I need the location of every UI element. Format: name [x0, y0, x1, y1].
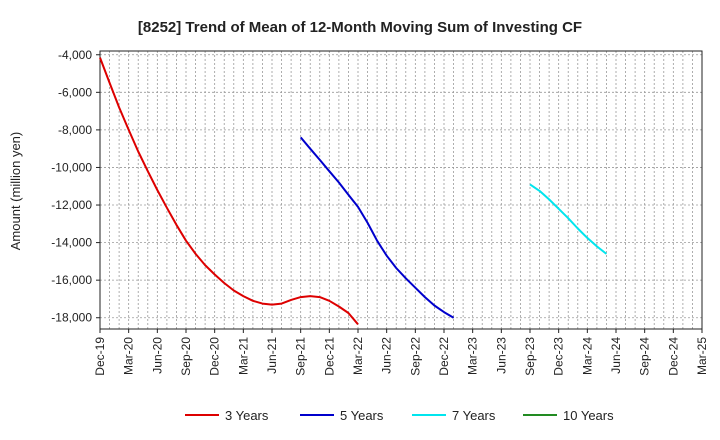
x-tick-label: Sep-21	[294, 337, 308, 376]
x-tick-label: Mar-20	[122, 337, 136, 375]
legend-label: 5 Years	[340, 408, 384, 423]
grid-lines	[99, 51, 703, 329]
legend-label: 7 Years	[452, 408, 496, 423]
series-line-3-years	[99, 57, 359, 325]
x-tick-label: Dec-24	[666, 337, 680, 376]
x-tick-label: Sep-24	[638, 337, 652, 376]
y-axis-ticks: -4,000 -6,000 -8,000 -10,000 -12,000 -14,000 -…	[51, 48, 100, 325]
series-line-7-years	[529, 183, 608, 255]
x-tick-label: Dec-19	[93, 337, 107, 376]
legend-label: 3 Years	[225, 408, 269, 423]
x-tick-label: Dec-20	[208, 337, 222, 376]
x-tick-label: Mar-24	[580, 337, 594, 375]
legend-label: 10 Years	[563, 408, 614, 423]
x-tick-label: Mar-22	[351, 337, 365, 375]
series-line-5-years	[299, 136, 455, 319]
legend: 3 Years 5 Years 7 Years 10 Years	[185, 408, 614, 423]
y-tick-label: -10,000	[51, 160, 92, 174]
x-tick-label: Dec-23	[552, 337, 566, 376]
x-tick-label: Sep-23	[523, 337, 537, 376]
x-tick-label: Mar-23	[466, 337, 480, 375]
y-tick-label: -8,000	[58, 123, 92, 137]
x-tick-label: Dec-22	[437, 337, 451, 376]
plot-area	[99, 50, 703, 330]
y-tick-label: -12,000	[51, 198, 92, 212]
y-tick-label: -6,000	[58, 85, 92, 99]
x-tick-label: Jun-21	[265, 337, 279, 374]
x-tick-label: Sep-20	[179, 337, 193, 376]
x-tick-label: Sep-22	[408, 337, 422, 376]
x-tick-label: Jun-22	[380, 337, 394, 374]
x-tick-label: Jun-23	[494, 337, 508, 374]
y-tick-label: -4,000	[58, 48, 92, 62]
y-tick-label: -18,000	[51, 311, 92, 325]
x-tick-label: Jun-24	[609, 337, 623, 374]
series-lines	[99, 57, 608, 325]
y-tick-label: -14,000	[51, 236, 92, 250]
y-tick-label: -16,000	[51, 273, 92, 287]
y-axis-label: Amount (million yen)	[8, 132, 23, 251]
x-tick-label: Dec-21	[322, 337, 336, 376]
x-axis-ticks: Dec-19 Mar-20 Jun-20 Sep-20 Dec-20 Mar-21 Jun-…	[93, 329, 709, 376]
chart-title: [8252] Trend of Mean of 12-Month Moving …	[138, 19, 582, 36]
x-tick-label: Mar-21	[236, 337, 250, 375]
x-tick-label: Mar-25	[695, 337, 709, 375]
x-tick-label: Jun-20	[150, 337, 164, 374]
